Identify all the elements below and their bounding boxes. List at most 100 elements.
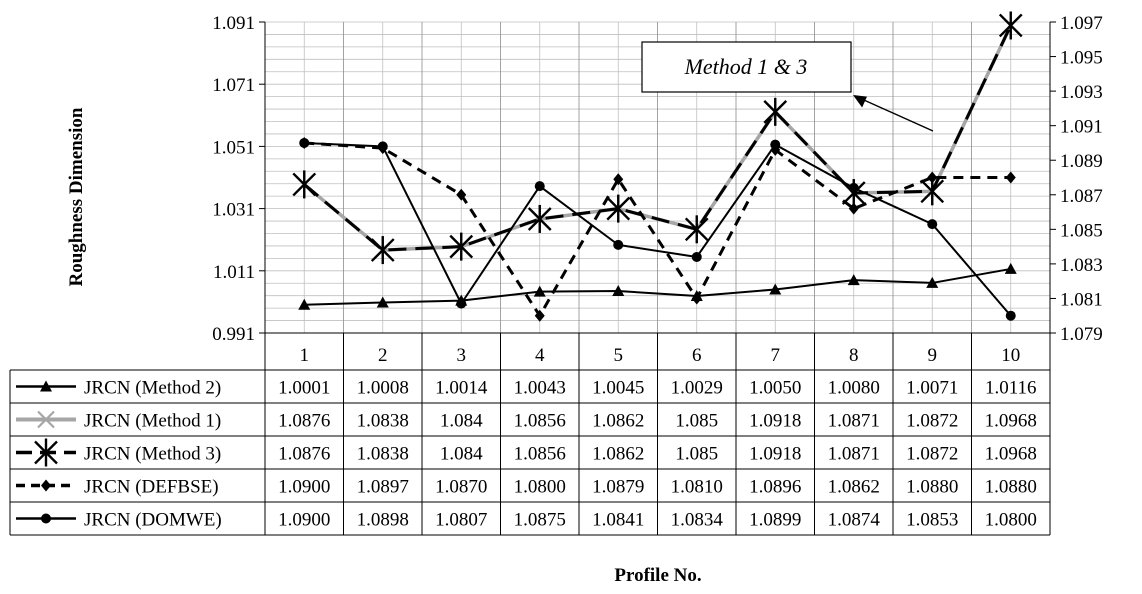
data-label: 1.0918 [749,444,801,465]
data-point-triangle [612,285,625,297]
data-label: 1.0838 [357,444,409,465]
data-label: 1.084 [440,411,483,432]
data-label: 1.0871 [828,444,880,465]
data-point-triangle [769,283,782,295]
data-label: 1.0856 [514,444,566,465]
data-label: 1.0080 [828,378,880,399]
data-label: 1.0880 [906,477,958,498]
right-tick-label: 1.087 [1060,186,1103,207]
data-point-star [920,177,945,206]
data-label: 1.0862 [592,411,644,432]
data-point-diamond [613,173,624,186]
category-label: 6 [692,345,702,366]
annotation-text: Method 1 & 3 [684,54,808,79]
marker-stroke [37,410,55,429]
legend-row: JRCN (Method 1) 1.0876 1.0838 1.084 1.0856 1.… [16,411,1037,432]
data-label: 1.0896 [749,477,801,498]
series-2 [292,11,1023,265]
left-tick-label: 1.011 [213,262,255,283]
data-label: 1.0862 [828,477,880,498]
data-label: 1.0879 [592,477,644,498]
data-label: 1.0875 [514,510,566,531]
data-point-triangle [40,380,52,392]
data-point-circle [534,181,545,192]
data-label: 1.0862 [592,444,644,465]
category-label: 1 [300,345,310,366]
data-label: 1.0900 [278,510,330,531]
data-point-x [37,410,55,429]
data-label: 1.0872 [906,444,958,465]
data-label: 1.0872 [906,411,958,432]
data-label: 1.0800 [985,510,1037,531]
data-point-star [606,194,631,223]
data-point-triangle [926,276,939,288]
right-tick-label: 1.079 [1060,324,1103,345]
data-table: JRCN (Method 2) 1.0001 1.0008 1.0014 1.0043 1… [9,332,1051,536]
annotation-arrowhead [853,95,867,108]
annotation-box [641,41,852,93]
data-point-diamond [534,309,545,322]
category-label: 3 [457,345,467,366]
data-point-star [292,170,317,199]
data-point-star [527,204,552,233]
data-point-diamond [456,188,467,201]
series-line [304,141,1012,317]
legend-name: JRCN (Method 2) [84,378,221,399]
data-label: 1.0871 [828,411,880,432]
left-tick-label: 1.031 [212,200,255,221]
legend-row: JRCN (DEFBSE) 1.0900 1.0897 1.0870 1.0800 1.0… [16,477,1037,498]
legend-row: JRCN (Method 3) 1.0876 1.0838 1.084 1.0856 1.… [16,438,1037,467]
plot-gridlines [264,21,1051,334]
data-point-triangle [1004,262,1017,274]
series-line [304,267,1011,306]
data-label: 1.0834 [671,510,724,531]
data-label: 1.085 [675,411,718,432]
legend-row: JRCN (Method 2) 1.0001 1.0008 1.0014 1.0043 1… [16,378,1037,399]
data-label: 1.0014 [435,378,488,399]
data-label: 1.0918 [749,411,801,432]
left-tick-label: 1.091 [212,13,255,34]
series-0 [298,262,1017,310]
axis-text: 0.991 1.011 1.031 1.051 1.071 1.091 1.079 1.081… [212,13,1103,366]
legend-name: JRCN (Method 3) [84,444,221,465]
data-label: 1.0050 [749,378,801,399]
category-label: 8 [849,345,859,366]
category-label: 5 [614,345,624,366]
data-point-diamond [41,479,51,492]
annotation-callout: Method 1 & 3 [641,41,934,132]
right-tick-label: 1.089 [1060,151,1103,172]
category-label: 4 [535,345,545,366]
data-label: 1.0856 [514,411,566,432]
legend-name: JRCN (DEFBSE) [84,477,219,498]
data-label: 1.0800 [514,477,566,498]
data-point-triangle [847,274,860,286]
right-tick-label: 1.095 [1060,48,1103,69]
data-label: 1.0876 [278,411,330,432]
right-tick-label: 1.085 [1060,220,1103,241]
data-point-circle [613,239,624,250]
category-label: 7 [771,345,781,366]
data-label: 1.0880 [985,477,1037,498]
data-point-star [370,236,395,265]
legend-row: JRCN (DOMWE) 1.0900 1.0898 1.0807 1.0875 1.08… [16,510,1037,531]
data-label: 1.0116 [985,378,1037,399]
data-point-star [841,179,866,208]
data-label: 1.0874 [828,510,881,531]
data-point-circle [1005,310,1016,321]
data-label: 1.0001 [278,378,330,399]
category-label: 10 [1001,345,1020,366]
data-label: 1.0968 [985,444,1037,465]
data-label: 1.0870 [435,477,487,498]
data-label: 1.0841 [592,510,644,531]
legend-name: JRCN (DOMWE) [84,510,222,531]
data-point-triangle [298,298,311,310]
y-axis-label: Roughness Dimension [66,107,87,286]
data-label: 1.0968 [985,411,1037,432]
series-line [303,24,1013,252]
data-label: 1.085 [675,444,718,465]
data-label: 1.0897 [357,477,409,498]
legend-name: JRCN (Method 1) [84,411,221,432]
category-label: 9 [928,345,938,366]
data-label: 1.0807 [435,510,487,531]
